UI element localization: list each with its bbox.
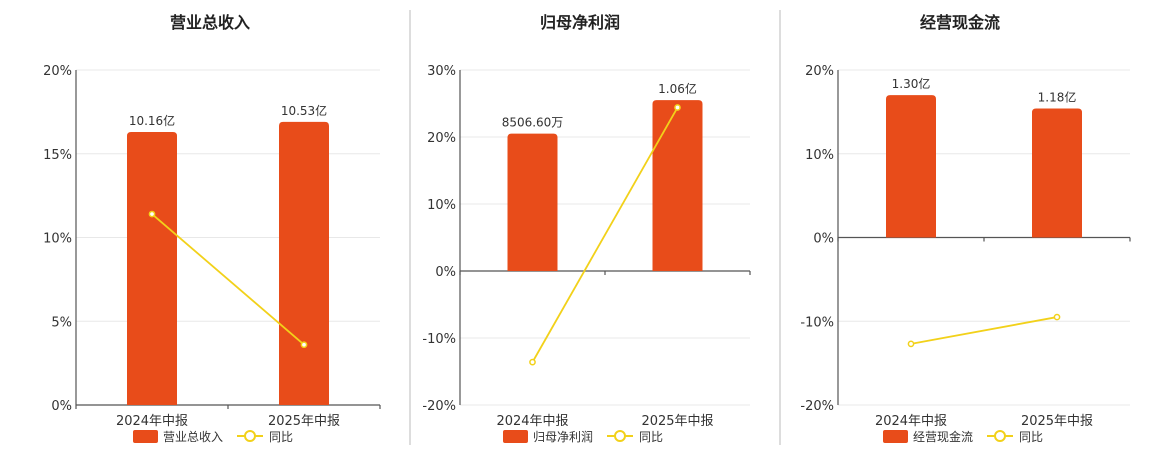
- yoy-point: [529, 358, 536, 366]
- bar: [127, 131, 177, 405]
- y-tick-label: 10%: [43, 232, 72, 247]
- yoy-point: [674, 104, 681, 111]
- y-tick-label: 20%: [427, 131, 456, 146]
- yoy-line: [151, 213, 305, 346]
- y-tick-label: -10%: [800, 315, 834, 330]
- x-category-label: 2024年中报: [116, 414, 188, 429]
- y-tick-label: 15%: [43, 148, 72, 163]
- net-profit-chart-panel: 归母净利润 -20% -10% 0% 10% 20% 30% 8506.60万 1.06亿 202…: [422, 13, 751, 444]
- y-tick-label: -20%: [422, 399, 456, 414]
- yoy-point: [148, 210, 156, 218]
- chart-title: 归母净利润: [540, 13, 620, 32]
- bar: [1032, 108, 1082, 238]
- y-tick-label: 10%: [805, 148, 834, 163]
- y-tick-label: 30%: [427, 64, 456, 79]
- legend-bar-label: 经营现金流: [913, 429, 973, 444]
- bar: [507, 133, 558, 271]
- y-tick-label: 0%: [51, 399, 72, 414]
- legend-bar-swatch: [883, 430, 908, 443]
- bar: [279, 121, 329, 406]
- chart-title: 经营现金流: [920, 13, 1000, 32]
- cash-flow-chart-panel: 经营现金流 -20% -10% 0% 10% 20% 1.30亿 1.18亿 2024年中报 20…: [800, 13, 1131, 444]
- y-tick-label: -20%: [800, 399, 834, 414]
- y-tick-label: -10%: [422, 332, 456, 347]
- bar-value-label: 1.30亿: [892, 76, 931, 91]
- chart-title: 营业总收入: [170, 13, 250, 32]
- bar-value-label: 8506.60万: [502, 116, 564, 130]
- y-tick-label: 5%: [51, 315, 72, 330]
- yoy-point: [1053, 313, 1061, 321]
- legend-line-marker: [244, 430, 256, 442]
- yoy-line: [910, 316, 1058, 345]
- legend-bar-swatch: [133, 430, 158, 443]
- yoy-line: [531, 107, 679, 363]
- bar: [886, 95, 936, 238]
- legend-line-label: 同比: [269, 430, 293, 444]
- bar-value-label: 10.16亿: [129, 113, 175, 128]
- x-category-label: 2025年中报: [641, 414, 713, 429]
- yoy-point: [300, 341, 308, 349]
- y-tick-label: 20%: [43, 64, 72, 79]
- bar-value-label: 1.18亿: [1038, 90, 1077, 105]
- legend-bar-label: 营业总收入: [163, 430, 223, 444]
- bar-value-label: 1.06亿: [658, 81, 697, 96]
- legend-bar-swatch: [503, 430, 528, 443]
- legend-line-label: 同比: [639, 430, 663, 444]
- legend-line-marker: [994, 430, 1006, 442]
- y-tick-label: 0%: [435, 265, 456, 280]
- x-category-label: 2024年中报: [496, 414, 568, 429]
- legend-line-label: 同比: [1019, 430, 1043, 444]
- x-category-label: 2024年中报: [875, 414, 947, 429]
- y-tick-label: 20%: [805, 64, 834, 79]
- legend-line-marker: [614, 430, 626, 442]
- bar-value-label: 10.53亿: [281, 103, 327, 118]
- legend-bar-label: 归母净利润: [533, 430, 593, 444]
- y-tick-label: 0%: [813, 232, 834, 247]
- x-category-label: 2025年中报: [1021, 414, 1093, 429]
- bar: [652, 100, 703, 272]
- revenue-chart-panel: 营业总收入 0% 5% 10% 15% 20% 10.16亿 10.53亿 2024年中报 202…: [43, 13, 381, 444]
- yoy-point: [907, 340, 915, 348]
- y-tick-label: 10%: [427, 198, 456, 213]
- x-category-label: 2025年中报: [268, 414, 340, 429]
